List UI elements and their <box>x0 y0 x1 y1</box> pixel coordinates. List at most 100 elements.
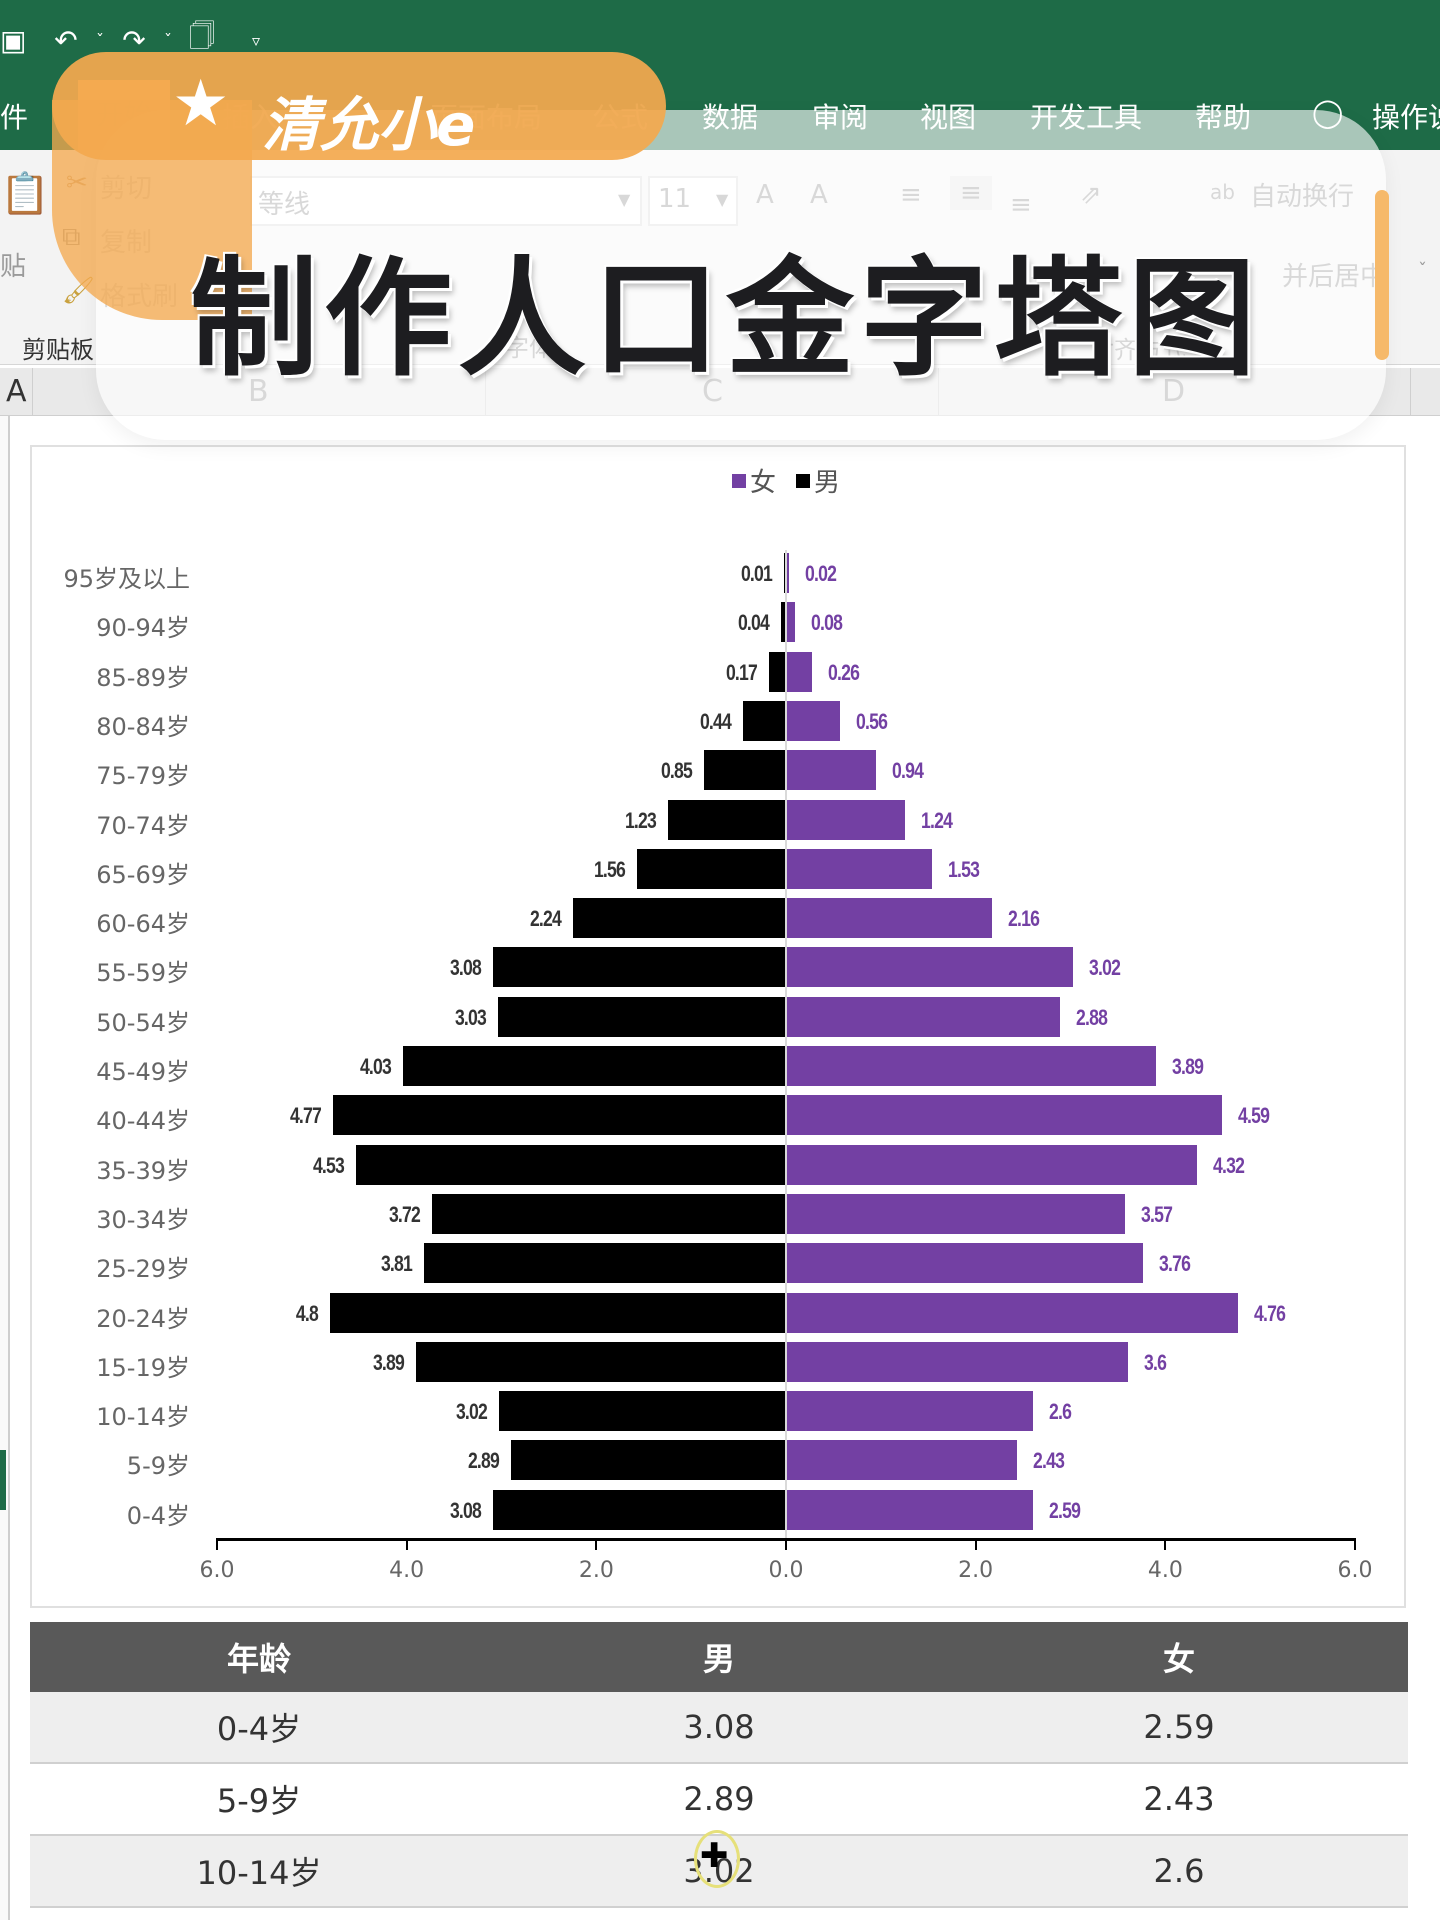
female-bar[interactable] <box>787 651 812 692</box>
table-row: 0-4岁 3.08 2.59 <box>30 1692 1408 1764</box>
tell-me-box[interactable]: 操作说 <box>1372 101 1440 134</box>
undo-dropdown-icon[interactable]: ˇ <box>96 30 104 50</box>
male-bar[interactable] <box>402 1046 785 1086</box>
male-bar[interactable] <box>498 1391 785 1432</box>
x-axis-tick-label: 2.0 <box>958 1558 994 1583</box>
male-bar[interactable] <box>704 750 785 791</box>
male-bar[interactable] <box>784 553 785 593</box>
male-bar[interactable] <box>781 602 785 643</box>
table-header-row: 年龄 男 女 <box>30 1622 1408 1692</box>
y-axis-label: 15-19岁 <box>96 1353 190 1382</box>
female-bar[interactable] <box>787 898 992 939</box>
zero-axis-line <box>785 550 787 1538</box>
cell-male[interactable]: 3.08 <box>683 1708 755 1746</box>
female-bar[interactable] <box>787 947 1074 988</box>
male-bar[interactable] <box>743 700 785 741</box>
column-a-header[interactable]: A <box>6 374 27 409</box>
clipboard-group-label: 剪贴板 <box>22 336 94 364</box>
y-axis-label: 70-74岁 <box>96 811 190 840</box>
x-axis-tick <box>405 1538 408 1550</box>
male-bar[interactable] <box>416 1341 785 1382</box>
legend-label-female: 女 <box>750 468 777 498</box>
quick-access-toolbar: ▣ ↶ ˇ ↷ ˇ 🗍 ▿ <box>0 18 268 62</box>
male-bar[interactable] <box>423 1243 785 1284</box>
undo-icon[interactable]: ↶ <box>54 23 78 57</box>
cell-age[interactable]: 5-9岁 <box>216 1782 302 1820</box>
female-bar[interactable] <box>787 1391 1034 1432</box>
female-bar[interactable] <box>787 1243 1144 1284</box>
column-divider[interactable] <box>1410 368 1411 416</box>
female-bar[interactable] <box>787 1292 1239 1333</box>
male-bar[interactable] <box>497 996 785 1037</box>
male-bar[interactable] <box>493 947 785 988</box>
y-axis-label: 10-14岁 <box>96 1403 190 1432</box>
female-bar[interactable] <box>787 1489 1033 1530</box>
header-male[interactable]: 男 <box>702 1640 735 1678</box>
chart-legend[interactable]: 女 男 <box>732 462 854 499</box>
female-bar[interactable] <box>787 750 877 791</box>
female-bar[interactable] <box>787 700 841 741</box>
female-bar[interactable] <box>787 799 905 840</box>
female-bar[interactable] <box>787 553 789 593</box>
merge-dropdown-icon[interactable]: ˇ <box>1418 260 1427 281</box>
legend-item-male[interactable]: 男 <box>796 462 840 499</box>
female-bar[interactable] <box>787 602 795 643</box>
cell-male[interactable]: 2.89 <box>683 1780 755 1818</box>
male-data-label: 0.17 <box>725 659 758 685</box>
tab-file[interactable]: 件 <box>0 101 29 134</box>
y-axis-label: 90-94岁 <box>96 614 190 643</box>
x-axis-tick <box>1164 1538 1167 1550</box>
female-bar[interactable] <box>787 1341 1129 1382</box>
customize-qat-icon[interactable]: ▿ <box>251 30 261 50</box>
cell-age[interactable]: 0-4岁 <box>216 1710 302 1748</box>
female-bar[interactable] <box>787 996 1061 1037</box>
male-bar[interactable] <box>432 1193 785 1234</box>
male-data-label: 3.08 <box>449 955 482 981</box>
male-bar[interactable] <box>668 799 785 840</box>
female-bar[interactable] <box>787 848 933 889</box>
cell-female[interactable]: 2.43 <box>1143 1780 1215 1818</box>
female-bar[interactable] <box>787 1440 1018 1481</box>
male-data-label: 3.89 <box>373 1349 405 1375</box>
male-bar[interactable] <box>637 848 785 889</box>
male-bar[interactable] <box>572 898 785 939</box>
legend-item-female[interactable]: 女 <box>732 462 776 499</box>
male-bar[interactable] <box>332 1095 785 1136</box>
female-bar[interactable] <box>787 1095 1223 1136</box>
legend-swatch-male <box>796 473 811 488</box>
cell-female[interactable]: 2.6 <box>1153 1852 1205 1890</box>
male-data-label: 2.89 <box>467 1448 500 1474</box>
male-bar[interactable] <box>493 1489 785 1530</box>
male-bar[interactable] <box>768 651 785 692</box>
header-female[interactable]: 女 <box>1162 1640 1195 1678</box>
male-data-label: 0.85 <box>661 758 693 784</box>
female-data-label: 1.53 <box>948 856 980 882</box>
redo-dropdown-icon[interactable]: ˇ <box>164 30 172 50</box>
legend-swatch-female <box>732 473 746 488</box>
male-data-label: 3.03 <box>454 1004 487 1030</box>
female-bar[interactable] <box>787 1193 1126 1234</box>
male-bar[interactable] <box>329 1292 785 1333</box>
cell-age[interactable]: 10-14岁 <box>196 1854 322 1892</box>
male-data-label: 4.53 <box>312 1152 344 1178</box>
y-axis-label: 85-89岁 <box>96 663 190 692</box>
x-axis-tick <box>216 1538 218 1550</box>
male-bar[interactable] <box>355 1144 785 1185</box>
column-divider[interactable] <box>32 368 33 416</box>
print-preview-icon[interactable]: 🗍 <box>189 22 215 52</box>
male-data-label: 3.81 <box>380 1251 413 1277</box>
x-axis-tick-label: 4.0 <box>389 1558 425 1583</box>
header-age[interactable]: 年龄 <box>226 1640 291 1678</box>
row-header-gutter[interactable] <box>0 416 10 1920</box>
female-bar[interactable] <box>787 1144 1197 1185</box>
female-bar[interactable] <box>787 1046 1156 1086</box>
x-axis-tick <box>1354 1538 1356 1550</box>
selected-row-marker <box>0 1450 6 1510</box>
x-axis-tick-label: 4.0 <box>1147 1558 1183 1583</box>
paste-button[interactable]: 贴 <box>0 252 27 282</box>
paste-icon[interactable]: 📋 <box>0 171 50 217</box>
cell-female[interactable]: 2.59 <box>1143 1708 1215 1746</box>
redo-icon[interactable]: ↷ <box>122 23 146 57</box>
male-bar[interactable] <box>511 1440 785 1481</box>
female-data-label: 1.24 <box>920 807 953 833</box>
